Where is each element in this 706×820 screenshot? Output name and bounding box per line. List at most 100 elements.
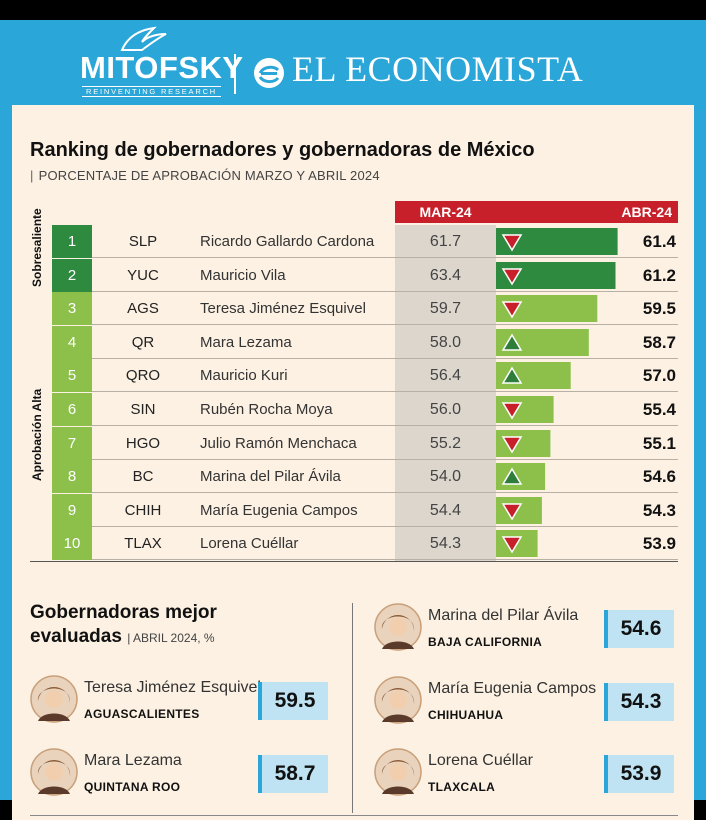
governor-name: Julio Ramón Menchaca <box>200 434 357 452</box>
trend-down-icon <box>501 301 523 319</box>
mitofsky-bird-icon <box>120 26 167 51</box>
abr-bar-cell <box>496 463 546 491</box>
content-card: Ranking de gobernadores y gobernadoras d… <box>12 105 694 820</box>
rank-badge: 6 <box>52 393 92 426</box>
governor-woman-value: 59.5 <box>258 682 328 720</box>
column-header-mar: MAR-24 <box>395 201 496 223</box>
table-row: 3 AGS Teresa Jiménez Esquivel 59.7 59.5 <box>52 292 678 326</box>
abr-value: 58.7 <box>642 332 676 352</box>
mitofsky-tagline: REINVENTING RESEARCH <box>82 86 222 97</box>
governor-woman-state: AGUASCALIENTES <box>84 707 200 721</box>
mar-value: 59.7 <box>429 300 462 318</box>
governor-woman-state: TLAXCALA <box>428 780 496 794</box>
avatar <box>374 603 422 651</box>
governor-woman-name: Mara Lezama <box>84 752 182 769</box>
state-abbr: SLP <box>128 233 158 250</box>
page-subtitle: | PORCENTAJE DE APROBACIÓN MARZO Y ABRIL … <box>30 168 380 183</box>
rank-badge: 2 <box>52 258 92 292</box>
logo-divider <box>234 54 236 94</box>
table-row: 10 TLAX Lorena Cuéllar 54.3 53.9 <box>52 527 678 561</box>
women-section-title: Gobernadoras mejor evaluadas | ABRIL 202… <box>30 601 217 650</box>
governor-woman-name: Marina del Pilar Ávila <box>428 607 579 624</box>
page-frame: MITOFSKY REINVENTING RESEARCH EL ECONOMI… <box>0 20 706 820</box>
rank-badge: 1 <box>52 225 92 258</box>
abr-bar-cell <box>496 496 542 524</box>
category-label-rest: Aprobación Alta <box>30 388 44 481</box>
trend-down-icon <box>501 402 523 420</box>
governor-woman-name: Teresa Jiménez Esquivel <box>84 679 261 696</box>
table-row: 4 QR Mara Lezama 58.0 58.7 <box>52 325 678 359</box>
mar-value: 54.0 <box>429 468 462 486</box>
trend-up-icon <box>501 467 523 485</box>
governor-name: Mauricio Vila <box>200 266 286 284</box>
governor-woman-state: BAJA CALIFORNIA <box>428 635 543 649</box>
governor-woman-name: María Eugenia Campos <box>428 680 597 697</box>
state-abbr: AGS <box>127 300 159 318</box>
mar-value: 61.7 <box>429 233 462 250</box>
bottom-rule <box>30 815 678 816</box>
abr-bar-cell <box>496 228 618 255</box>
mar-value: 54.4 <box>429 501 462 519</box>
abr-value: 61.4 <box>642 232 676 251</box>
abr-bar-cell <box>496 362 571 390</box>
governor-woman-state: QUINTANA ROO <box>84 780 181 794</box>
abr-value: 61.2 <box>642 265 676 285</box>
abr-bar-cell <box>496 429 551 457</box>
state-abbr: YUC <box>127 266 159 284</box>
state-abbr: HGO <box>125 434 161 452</box>
women-title-line2: evaluadas <box>30 626 122 647</box>
mar-value: 54.3 <box>429 535 462 553</box>
table-row: 5 QRO Mauricio Kuri 56.4 57.0 <box>52 359 678 393</box>
abr-value: 54.6 <box>642 467 676 487</box>
avatar <box>30 675 78 723</box>
table-row: 1 SLP Ricardo Gallardo Cardona 61.7 61.4 <box>52 225 678 258</box>
avatar <box>374 676 422 724</box>
el-economista-mark-icon <box>254 58 284 88</box>
trend-down-icon <box>501 267 523 286</box>
trend-down-icon <box>501 435 523 454</box>
avatar <box>30 748 78 796</box>
mar-value: 56.0 <box>429 401 462 418</box>
state-abbr: SIN <box>130 401 156 418</box>
abr-value: 55.1 <box>642 433 676 453</box>
governor-woman-value: 54.6 <box>604 610 674 648</box>
abr-bar-cell <box>496 261 616 289</box>
trend-up-icon <box>501 366 523 385</box>
table-row: 9 CHIH María Eugenia Campos 54.4 54.3 <box>52 493 678 527</box>
state-abbr: QRO <box>125 367 161 385</box>
rank-badge: 5 <box>52 359 92 393</box>
governor-name: Mara Lezama <box>200 333 292 351</box>
abr-bar <box>496 396 554 423</box>
rank-badge: 9 <box>52 493 92 527</box>
state-abbr: TLAX <box>124 535 162 553</box>
abr-bar-cell <box>496 396 554 423</box>
table-row: 2 YUC Mauricio Vila 63.4 61.2 <box>52 258 678 292</box>
abr-bar-cell <box>496 530 538 558</box>
women-title-line1: Gobernadoras mejor <box>30 602 217 623</box>
governor-name: María Eugenia Campos <box>200 501 358 519</box>
abr-value: 53.9 <box>642 534 676 554</box>
abr-bar <box>496 463 546 491</box>
governor-name: Lorena Cuéllar <box>200 535 299 553</box>
rank-badge: 10 <box>52 527 92 561</box>
women-subtitle-bar: | <box>127 631 133 645</box>
governor-name: Rubén Rocha Moya <box>200 401 333 418</box>
mar-value: 63.4 <box>429 266 462 284</box>
table-row: 6 SIN Rubén Rocha Moya 56.0 55.4 <box>52 393 678 426</box>
abr-bar-cell <box>496 295 598 323</box>
rank-badge: 7 <box>52 426 92 460</box>
subtitle-text: PORCENTAJE DE APROBACIÓN MARZO Y ABRIL 2… <box>38 168 380 183</box>
state-abbr: QR <box>131 333 155 351</box>
governor-name: Mauricio Kuri <box>200 367 288 385</box>
governor-woman-state: CHIHUAHUA <box>428 708 504 722</box>
abr-value: 55.4 <box>642 400 676 419</box>
table-row: 8 BC Marina del Pilar Ávila 54.0 54.6 <box>52 460 678 494</box>
abr-bar-cell <box>496 328 589 356</box>
governor-woman-value: 54.3 <box>604 683 674 721</box>
mar-column-background <box>395 225 496 561</box>
mar-value: 55.2 <box>429 434 462 452</box>
governor-name: Teresa Jiménez Esquivel <box>200 300 366 318</box>
rank-badge: 4 <box>52 325 92 359</box>
governor-name: Marina del Pilar Ávila <box>200 468 341 486</box>
abr-value: 57.0 <box>642 366 676 386</box>
